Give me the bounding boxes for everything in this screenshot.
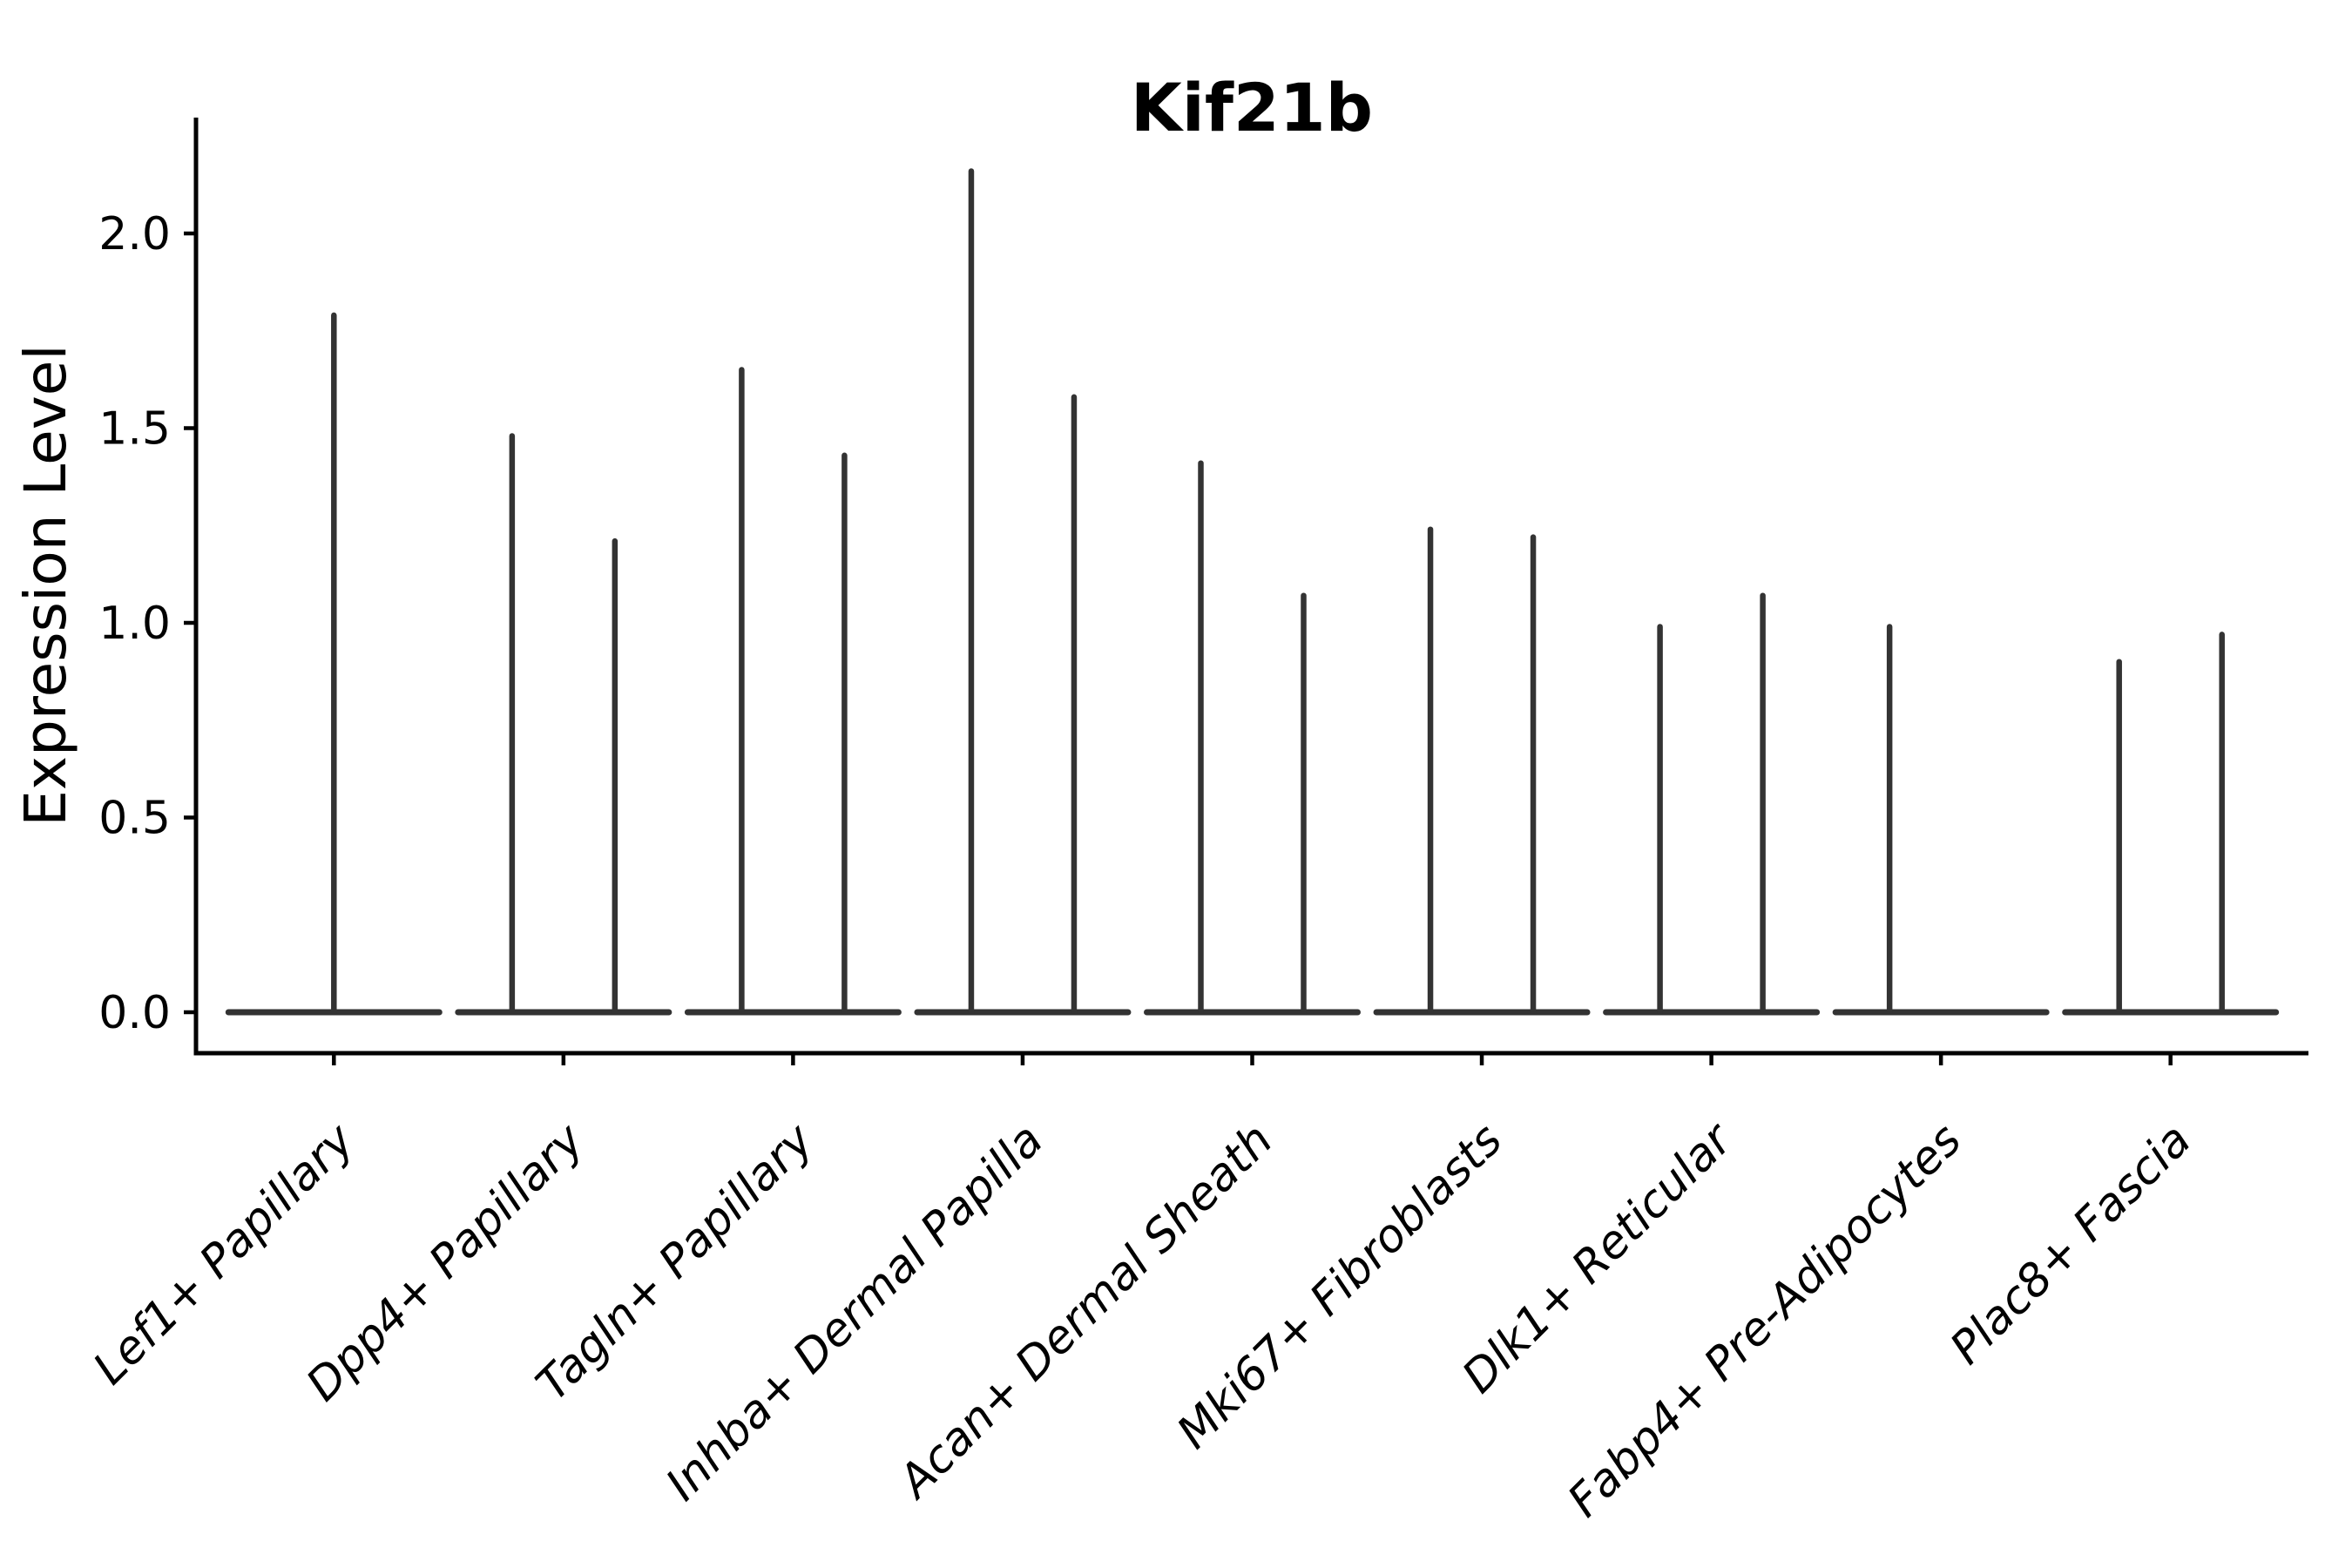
violin-layer [225, 168, 2280, 1016]
x-tick-label: Acan+ Dermal Sheath [888, 1114, 1283, 1510]
y-tick-label: 0.0 [98, 987, 171, 1039]
y-tick-label: 1.0 [98, 598, 171, 650]
x-tick-label: Fabp4+ Pre-Adipocytes [1558, 1114, 1972, 1528]
y-axis-label: Expression Level [12, 344, 79, 826]
y-tick-label: 1.5 [98, 403, 171, 456]
plot-title: Kif21b [1131, 69, 1373, 146]
x-tick-label: Inhba+ Dermal Papilla [656, 1114, 1053, 1511]
x-tick-label: Plac8+ Fascia [1941, 1114, 2201, 1375]
y-tick-label: 0.5 [98, 793, 171, 845]
y-tick-label: 2.0 [98, 208, 171, 260]
